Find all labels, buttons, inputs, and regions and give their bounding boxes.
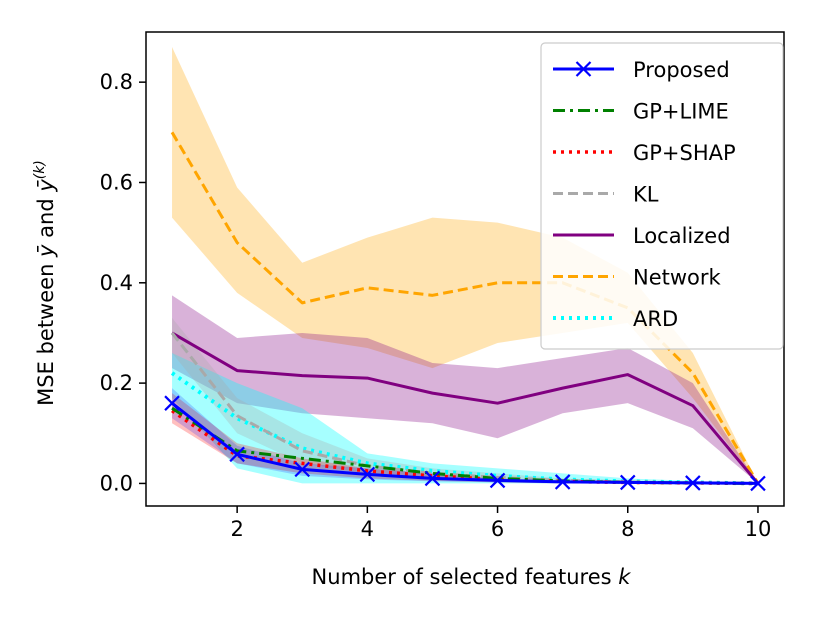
y-tick-label: 0.2 — [100, 371, 133, 395]
proposed-marker — [619, 474, 636, 491]
legend-label-proposed: Proposed — [633, 58, 730, 82]
proposed-marker — [424, 470, 441, 487]
x-tick-label: 10 — [745, 517, 772, 541]
proposed-marker — [294, 461, 311, 478]
x-tick-label: 4 — [361, 517, 374, 541]
localized-line — [171, 331, 760, 485]
proposed-marker — [359, 466, 376, 483]
x-tick-label: 6 — [491, 517, 504, 541]
x-tick-label: 2 — [230, 517, 243, 541]
proposed-marker — [489, 472, 506, 489]
proposed-marker — [164, 395, 180, 411]
network-band — [172, 47, 758, 484]
y-tick-label: 0.4 — [100, 271, 133, 295]
plot-frame — [145, 31, 785, 507]
x-tick-label: 8 — [621, 517, 634, 541]
proposed-marker — [685, 475, 701, 491]
legend-marker-proposed — [575, 61, 592, 77]
proposed-marker — [554, 474, 571, 490]
proposed-marker — [750, 475, 766, 492]
x-axis-label: Number of selected features k — [312, 565, 632, 589]
legend-box — [540, 42, 784, 350]
confidence-bands — [172, 47, 758, 484]
y-tick-label: 0.8 — [100, 70, 133, 94]
kl-line — [170, 332, 758, 485]
legend-label-gp-lime: GP+LIME — [633, 100, 729, 124]
proposed-marker — [229, 446, 245, 463]
y-tick-label: 0.6 — [100, 170, 133, 194]
legend: Proposed GP+LIME GP+SHAP KL Localized Network… — [540, 42, 784, 350]
proposed-line — [171, 401, 758, 485]
legend-label-kl: KL — [633, 183, 659, 207]
y-axis-label: MSE between ȳ and ȳ(k) — [32, 160, 58, 406]
legend-label-localized: Localized — [633, 224, 731, 248]
legend-label-ard: ARD — [633, 307, 678, 331]
legend-label-gp-shap: GP+SHAP — [633, 141, 736, 165]
axes: 2 4 6 8 10 0.0 0.2 0.4 0.6 0.8 — [100, 31, 785, 541]
y-tick-label: 0.0 — [100, 471, 133, 495]
series-lines — [164, 131, 766, 492]
localized-band — [172, 295, 758, 484]
ard-band — [172, 353, 758, 484]
kl-band — [172, 317, 758, 484]
network-line — [170, 131, 760, 485]
legend-label-network: Network — [633, 266, 722, 290]
